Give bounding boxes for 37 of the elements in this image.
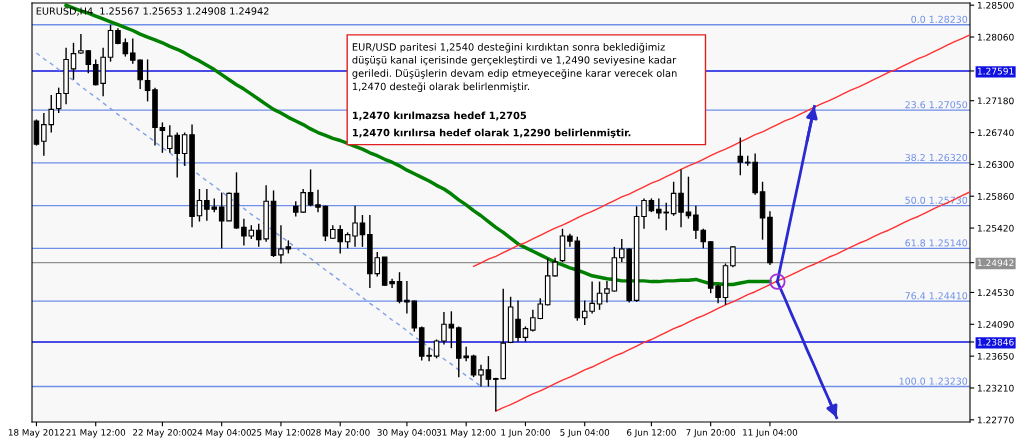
ref-line-label: 23.6 1.27050 — [905, 101, 968, 109]
y-tick-label: 1.28060 — [977, 33, 1014, 41]
y-tick-label: 1.23210 — [977, 384, 1014, 392]
x-tick-label: 30 May 04:00 — [377, 429, 437, 438]
y-tick-label: 1.24090 — [977, 321, 1014, 328]
ref-line-label: 0.0 1.28230 — [911, 15, 968, 23]
y-tick-label: 1.23650 — [977, 352, 1014, 360]
y-tick-label: 1.24530 — [977, 289, 1014, 297]
x-tick-label: 31 May 12:00 — [436, 429, 496, 438]
annotation: 1,2470 kırılırsa hedef olarak 1,2290 belirlenmiştir. — [352, 128, 631, 139]
y-tick-label: 1.27180 — [977, 97, 1014, 105]
x-tick-label: 11 Jun 04:00 — [743, 429, 798, 438]
y-tick-label: 1.23846 — [977, 338, 1014, 346]
ref-line-label: 100.0 1.23230 — [899, 377, 968, 385]
x-tick-label: 22 May 20:00 — [133, 429, 192, 438]
annotation: EUR/USD paritesi 1,2540 desteğini kırdıktan sonra beklediğimiz düşüşü kanal içerisinde gerçekleştirdi ve 1,2490 seviyesine kadar geriledi. Düşüşlerin devam edip etmeyeceğine karar verecek olan 1,2470 desteği olarak belirlenmiştir. — [352, 42, 677, 93]
annotation: 1,2470 kırılmazsa hedef 1,2705 — [352, 111, 527, 121]
x-tick-label: 5 Jun 04:00 — [560, 429, 610, 438]
y-tick-label: 1.25420 — [977, 224, 1014, 232]
ref-line-label: 61.8 1.25140 — [905, 239, 968, 247]
y-tick-label: 1.27591 — [977, 67, 1014, 75]
y-tick-label: 1.24942 — [977, 259, 1014, 267]
ref-line-label: 76.4 1.24410 — [905, 292, 968, 300]
y-tick-label: 1.26740 — [977, 129, 1014, 137]
y-tick-label: 1.28500 — [977, 1, 1014, 9]
x-tick-label: 21 May 12:00 — [66, 429, 126, 438]
y-tick-label: 1.25860 — [977, 192, 1014, 200]
x-tick-label: 24 May 04:00 — [192, 429, 252, 438]
x-tick-label: 1 Jun 20:00 — [501, 429, 550, 438]
y-tick-label: 1.26300 — [977, 161, 1014, 168]
x-tick-label: 18 May 2012 — [8, 429, 65, 438]
y-tick-label: 1.22770 — [977, 416, 1014, 424]
x-tick-label: 28 May 20:00 — [310, 429, 370, 438]
x-tick-label: 7 Jun 20:00 — [686, 429, 736, 438]
ref-line-label: 38.2 1.26320 — [905, 153, 968, 162]
x-tick-label: 25 May 12:00 — [251, 429, 311, 438]
x-tick-label: 6 Jun 12:00 — [627, 429, 676, 438]
